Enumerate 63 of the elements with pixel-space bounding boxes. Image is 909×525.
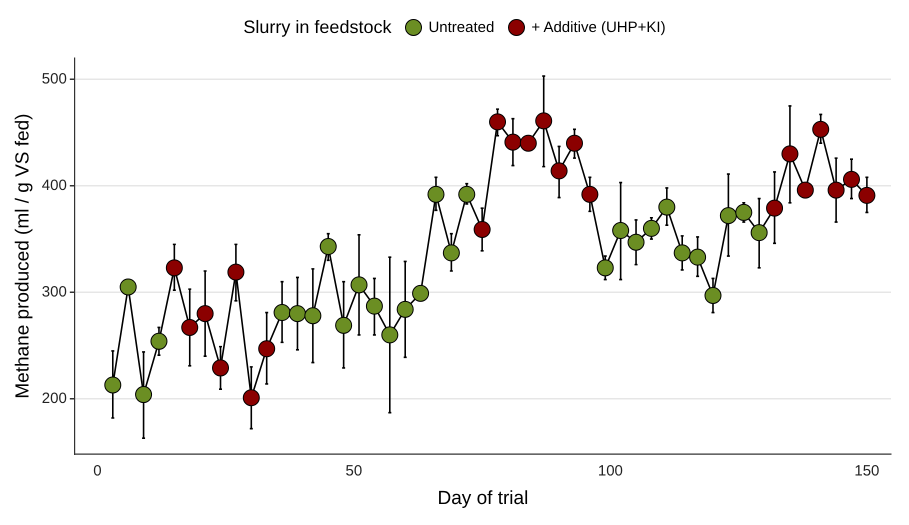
point xyxy=(196,305,214,322)
point xyxy=(750,224,768,242)
point xyxy=(320,238,337,256)
point xyxy=(104,376,122,394)
point xyxy=(812,120,830,138)
point xyxy=(212,359,230,376)
point xyxy=(427,186,444,203)
point xyxy=(642,220,660,237)
point xyxy=(628,234,645,251)
point xyxy=(535,112,552,130)
point xyxy=(412,284,430,302)
point xyxy=(596,259,614,276)
point xyxy=(581,186,598,203)
point xyxy=(442,244,460,262)
point xyxy=(366,298,383,315)
point xyxy=(843,170,860,188)
point xyxy=(704,287,722,304)
point xyxy=(781,145,798,162)
x-tick-label: 150 xyxy=(854,462,880,480)
point xyxy=(858,186,876,204)
point xyxy=(689,248,706,266)
x-tick-label: 100 xyxy=(598,462,623,480)
point xyxy=(474,220,491,238)
point xyxy=(181,318,198,336)
point xyxy=(227,264,244,281)
point xyxy=(658,198,676,216)
y-axis-title: Methane produced (ml / g VS fed) xyxy=(12,114,34,399)
point xyxy=(166,259,183,276)
point xyxy=(720,207,737,224)
y-tick-label: 300 xyxy=(42,283,67,300)
legend-title: Slurry in feedstock xyxy=(243,16,392,38)
point xyxy=(381,326,398,344)
point xyxy=(350,276,368,294)
point xyxy=(735,204,752,221)
point xyxy=(566,134,583,152)
point xyxy=(258,340,276,358)
point xyxy=(288,305,306,322)
x-tick-label: 50 xyxy=(346,462,362,480)
point xyxy=(766,200,784,217)
point xyxy=(304,307,322,324)
y-tick-label: 500 xyxy=(42,70,67,88)
point xyxy=(120,278,137,296)
point xyxy=(520,134,537,152)
point xyxy=(674,244,691,262)
point xyxy=(504,134,522,151)
y-tick-label: 400 xyxy=(42,176,67,194)
point xyxy=(458,186,476,203)
x-tick-label: 0 xyxy=(93,462,102,480)
point xyxy=(796,182,814,199)
point xyxy=(242,389,260,406)
x-axis-title: Day of trial xyxy=(438,488,528,509)
point xyxy=(335,316,352,334)
y-tick-label: 200 xyxy=(42,390,67,407)
point xyxy=(274,304,291,322)
point xyxy=(489,113,506,130)
point xyxy=(135,386,152,404)
legend-label: Untreated xyxy=(428,18,494,36)
point xyxy=(612,222,630,240)
point xyxy=(828,182,845,199)
point xyxy=(396,300,414,318)
legend-label: + Additive (UHP+KI) xyxy=(531,18,666,36)
point xyxy=(150,332,168,350)
point xyxy=(550,162,568,180)
